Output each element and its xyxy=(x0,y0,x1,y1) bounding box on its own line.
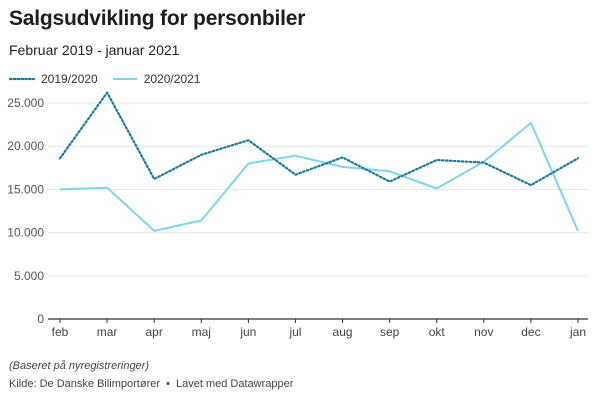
y-tick-label: 5.000 xyxy=(14,269,44,283)
y-tick-label: 25.000 xyxy=(7,96,44,110)
x-tick-label: apr xyxy=(146,325,163,339)
x-tick-label: okt xyxy=(429,325,446,339)
source-label: Kilde: xyxy=(9,378,37,390)
x-tick-label: mar xyxy=(97,325,118,339)
x-tick-label: aug xyxy=(333,325,353,339)
y-tick-label: 15.000 xyxy=(7,182,44,196)
legend-item-2019-2020: 2019/2020 xyxy=(9,72,98,86)
chart-source: Kilde: De Danske Bilimportører • Lavet m… xyxy=(9,378,293,390)
series-line-2020-2021 xyxy=(59,121,579,232)
legend-label-2020-2021: 2020/2021 xyxy=(143,72,201,86)
x-tick-label: maj xyxy=(192,325,211,339)
legend-dotted-line-icon xyxy=(9,77,35,81)
series-line-2019-2020 xyxy=(58,91,580,187)
x-tick-label: dec xyxy=(521,325,540,339)
x-tick-label: jul xyxy=(288,325,301,339)
y-tick-label: 0 xyxy=(37,312,44,326)
y-tick-label: 20.000 xyxy=(7,139,44,153)
x-tick-label: nov xyxy=(474,325,493,339)
x-tick-label: sep xyxy=(380,325,400,339)
x-tick-label: jan xyxy=(569,325,586,339)
source-separator: • xyxy=(166,378,170,390)
x-tick-label: jun xyxy=(239,325,256,339)
legend-item-2020-2021: 2020/2021 xyxy=(112,72,201,86)
source-name: De Danske Bilimportører xyxy=(39,378,161,390)
chart-note: (Baseret på nyregistreringer) xyxy=(9,360,150,372)
legend: 2019/2020 2020/2021 xyxy=(9,72,214,86)
x-tick-label: feb xyxy=(52,325,69,339)
chart-title: Salgsudvikling for personbiler xyxy=(9,7,306,30)
legend-solid-line-icon xyxy=(112,78,137,80)
legend-label-2019-2020: 2019/2020 xyxy=(41,72,98,86)
source-made-with: Lavet med Datawrapper xyxy=(176,378,294,390)
y-tick-label: 10.000 xyxy=(7,226,44,240)
chart-subtitle: Februar 2019 - januar 2021 xyxy=(9,42,180,58)
